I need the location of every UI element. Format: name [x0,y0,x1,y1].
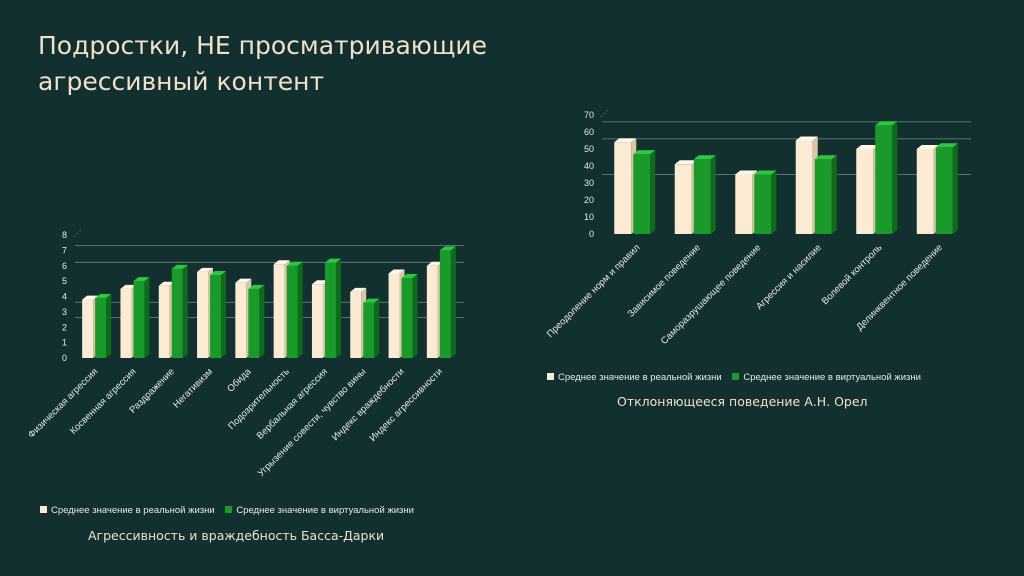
bass-darkey-caption: Агрессивность и враждебность Басса-Дарки [88,528,385,543]
bar-virtual-7 [363,298,380,358]
y-tick-label: 7 [62,245,67,255]
x-category-label: Саморазрушающее поведение [659,242,764,347]
bar-virtual-5 [286,261,303,358]
x-category-label: Негативизм [171,366,215,410]
axis-depth-edge [600,109,609,118]
x-category-label: Обида [225,366,254,395]
y-tick-label: 4 [62,292,67,302]
bar-virtual-6 [324,258,341,358]
legend-item-virtual: Среднее значение в виртуальной жизни [732,372,921,383]
legend-swatch-virtual [225,506,233,513]
y-tick-label: 5 [62,276,67,286]
bar-virtual-3 [814,155,837,234]
y-tick-label: 0 [62,353,67,363]
bar-virtual-0 [633,150,656,234]
y-tick-label: 3 [62,307,67,317]
legend-swatch-virtual [732,373,740,380]
bar-virtual-9 [439,246,456,358]
y-tick-label: 6 [62,261,67,271]
y-tick-label: 40 [584,161,594,171]
slide-title: Подростки, НЕ просматривающие агрессивны… [38,28,598,100]
orel-caption: Отклоняющееся поведение А.Н. Орел [617,394,868,409]
y-tick-label: 10 [584,212,594,222]
legend-item-real: Среднее значение в реальной жизни [40,505,215,516]
bar-virtual-2 [754,170,777,234]
y-tick-label: 70 [584,110,594,120]
bar-virtual-8 [401,274,418,358]
bass-darkey-legend: Среднее значение в реальной жизни Средне… [40,505,422,516]
y-tick-label: 20 [584,195,594,205]
x-category-label: Косвенная агрессия [68,366,138,436]
bar-real-1 [674,160,697,234]
y-tick-label: 60 [584,127,594,137]
y-tick-label: 8 [62,230,67,240]
x-category-label: Агрессия и насилие [754,242,824,312]
bar-real-3 [795,136,818,234]
legend-label-virtual: Среднее значение в виртуальной жизни [743,372,921,383]
x-category-label: Преодоление норм и правил [545,242,643,340]
orel-legend: Среднее значение в реальной жизни Средне… [547,372,929,383]
legend-item-virtual: Среднее значение в виртуальной жизни [225,505,414,516]
x-category-label: Физическая агрессия [26,366,100,440]
bar-virtual-3 [210,270,227,358]
y-tick-label: 30 [584,178,594,188]
x-category-label: Волевой контроль [820,242,885,307]
bar-real-4 [856,145,879,234]
legend-label-virtual: Среднее значение в виртуальной жизни [236,505,414,516]
bar-virtual-1 [133,277,150,358]
slide-title-line2: агрессивный контент [38,67,325,96]
bar-virtual-0 [95,294,112,358]
x-category-label: Индекс агрессивности [367,366,445,444]
bar-real-2 [735,170,758,234]
y-tick-label: 1 [62,338,67,348]
bar-real-0 [614,138,637,234]
y-tick-label: 2 [62,322,67,332]
bar-virtual-2 [171,264,188,358]
bar-virtual-5 [935,143,958,234]
legend-item-real: Среднее значение в реальной жизни [547,372,722,383]
legend-swatch-real [40,506,47,513]
bar-virtual-1 [693,155,716,234]
orel-chart: 0 10 20 30 40 50 60 70 Преодоление норм и правил… [545,109,971,347]
x-category-label: Индекс враждебности [330,366,407,443]
x-category-label: Вербальная агрессия [255,366,330,441]
bar-virtual-4 [875,121,898,234]
legend-swatch-real [547,373,554,380]
y-tick-label: 50 [584,144,594,154]
axis-depth-edge [73,229,82,238]
bar-virtual-4 [248,284,265,358]
legend-label-real: Среднее значение в реальной жизни [51,505,215,516]
bar-real-5 [916,145,939,234]
legend-label-real: Среднее значение в реальной жизни [558,372,722,383]
y-tick-label: 0 [589,229,594,239]
slide-title-line1: Подростки, НЕ просматривающие [38,31,488,60]
